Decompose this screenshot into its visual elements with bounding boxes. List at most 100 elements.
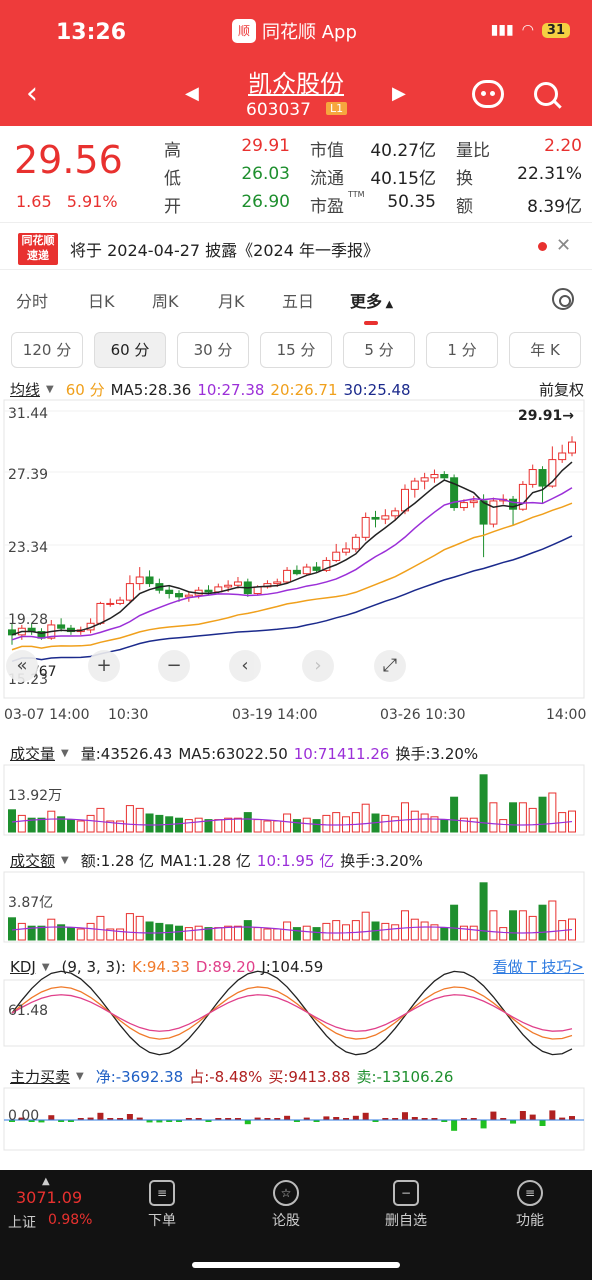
main-flow-bar (431, 1118, 438, 1120)
caret-up-icon: ▲ (382, 299, 394, 310)
stock-name[interactable]: 凯众股份 (248, 70, 344, 98)
main-flow-bar (333, 1117, 340, 1120)
nav-order[interactable]: ≡ 下单 (122, 1180, 202, 1230)
time-axis-label: 10:30 (108, 707, 148, 723)
period-60m[interactable]: 60 分 (94, 332, 166, 368)
main-flow-bar (352, 1115, 359, 1120)
volume-bars (8, 774, 576, 833)
main-flow-selector[interactable]: 主力买卖 (10, 1068, 71, 1086)
max-price-marker: 29.91→ (518, 408, 574, 424)
tab-five-day[interactable]: 五日 (282, 292, 315, 311)
bottom-nav: ▲ 3071.09 上证 0.98% ≡ 下单 ☆ 论股 − 删自选 ≡ 功能 (0, 1170, 592, 1280)
candle-body (440, 473, 449, 479)
main-flow-bar (185, 1118, 192, 1120)
main-flow-bar (97, 1112, 104, 1120)
amount-selector[interactable]: 成交额 (10, 852, 56, 870)
kdj-d: D:89.20 (195, 958, 256, 976)
prev-stock-button[interactable]: ◀ (185, 83, 199, 104)
volume-bar: 成交量 ▼ 量:43526.43 MA5:63022.50 10:71411.26… (10, 743, 478, 764)
tab-intraday[interactable]: 分时 (16, 292, 49, 311)
volume-value: 量:43526.43 (80, 745, 173, 763)
amount-scale: 3.87亿 (8, 895, 53, 911)
news-banner[interactable]: 同花顺 速递 将于 2024-04-27 披露《2024 年一季报》 ✕ (0, 222, 592, 270)
amount-bar (381, 922, 390, 941)
caret-down-icon[interactable]: ▼ (76, 1071, 84, 1082)
main-flow-bar (9, 1120, 15, 1122)
caret-down-icon[interactable]: ▼ (46, 384, 54, 395)
scroll-left-end-icon[interactable]: « (6, 650, 38, 682)
period-5m[interactable]: 5 分 (343, 332, 415, 368)
amount-bar (273, 928, 282, 941)
panel-frame (3, 399, 585, 699)
nav-discuss[interactable]: ☆ 论股 (246, 1180, 326, 1230)
main-flow-bar (136, 1117, 143, 1120)
scroll-right-icon[interactable]: › (302, 650, 334, 682)
close-icon[interactable]: ✕ (556, 235, 572, 256)
nav-functions[interactable]: ≡ 功能 (490, 1180, 570, 1230)
period-year-k[interactable]: 年 K (509, 332, 581, 368)
period-15m[interactable]: 15 分 (260, 332, 332, 368)
main-flow-bar (441, 1120, 448, 1122)
search-icon[interactable] (534, 82, 558, 106)
tab-daily-k[interactable]: 日K (88, 292, 115, 311)
tab-weekly-k[interactable]: 周K (152, 292, 179, 311)
caret-down-icon[interactable]: ▼ (61, 748, 69, 759)
remove-icon: − (393, 1180, 419, 1206)
panel-frame (3, 1087, 585, 1151)
main-flow-bars (4, 1110, 584, 1131)
main-flow-bar (28, 1120, 35, 1122)
price-axis-label: 19.28 (8, 612, 48, 628)
high-label: 高 (164, 141, 181, 161)
kdj-bar: KDJ ▼ (9, 3, 3): K:94.33 D:89.20 J:104.59 (10, 958, 323, 976)
volume-bar (400, 802, 409, 833)
kdj-selector[interactable]: KDJ (10, 958, 36, 976)
back-button[interactable]: ‹ (26, 76, 38, 111)
main-flow-bar (264, 1118, 271, 1120)
ma-selector[interactable]: 均线 (10, 381, 41, 399)
t-tips-link[interactable]: 看做 T 技巧> (492, 958, 584, 976)
amount-bar (469, 925, 478, 941)
app-name: 同花顺 App (262, 22, 357, 43)
scroll-left-icon[interactable]: ‹ (229, 650, 261, 682)
amount-bar (253, 927, 262, 941)
caret-down-icon[interactable]: ▼ (41, 961, 50, 973)
candle-body (459, 502, 468, 509)
ma-bar: 均线 ▼ 60 分 MA5:28.36 10:27.38 20:26.71 30:… (10, 379, 411, 400)
amount-bar (224, 925, 233, 941)
pe-label: 市盈 TTM (310, 190, 365, 217)
adjust-mode[interactable]: 前复权 (538, 381, 584, 399)
candle-body (518, 483, 527, 510)
open-value: 26.90 (241, 192, 290, 212)
index-value-text: 3071.09 (16, 1188, 83, 1207)
tab-monthly-k[interactable]: 月K (218, 292, 245, 311)
next-stock-button[interactable]: ▶ (392, 83, 406, 104)
period-120m[interactable]: 120 分 (11, 332, 83, 368)
news-text[interactable]: 将于 2024-04-27 披露《2024 年一季报》 (70, 241, 379, 260)
period-1m[interactable]: 1 分 (426, 332, 498, 368)
robot-icon[interactable] (472, 80, 504, 108)
volume-bar (96, 807, 105, 833)
ma-period: 60 分 (65, 381, 105, 399)
amount-bar (322, 922, 331, 941)
tab-more[interactable]: 更多 ▲ (350, 288, 393, 312)
kline-chart[interactable]: 31.44 27.39 23.34 19.28 15.23 /67 29.91→… (0, 0, 592, 1170)
amount-ma1: MA1:1.28 亿 (159, 852, 251, 870)
nav-remove-watch[interactable]: − 删自选 (366, 1180, 446, 1230)
volume-selector[interactable]: 成交量 (10, 745, 56, 763)
badge-top: 同花顺 (21, 234, 55, 247)
vr-label: 量比 (456, 141, 490, 161)
candle-body (479, 500, 488, 525)
fullscreen-icon[interactable]: ⤢ (374, 650, 406, 682)
candle-body (106, 602, 115, 605)
settings-icon[interactable] (552, 288, 574, 310)
amount-bar (479, 882, 488, 941)
caret-down-icon[interactable]: ▼ (61, 855, 69, 866)
main-flow-bar (313, 1120, 320, 1122)
amount-bar (263, 928, 272, 941)
index-value[interactable]: ▲ 3071.09 (16, 1176, 83, 1207)
period-30m[interactable]: 30 分 (177, 332, 249, 368)
zoom-in-icon[interactable]: + (88, 650, 120, 682)
amount-bar (302, 925, 311, 941)
main-flow-bar (87, 1117, 94, 1120)
zoom-out-icon[interactable]: − (158, 650, 190, 682)
